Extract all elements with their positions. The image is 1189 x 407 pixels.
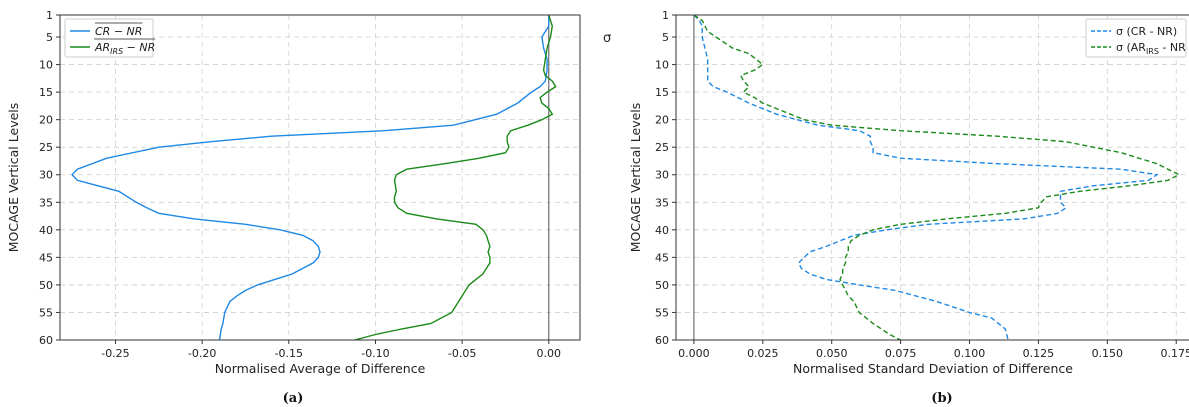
- y-axis-label: MOCAGE Vertical Levels: [628, 103, 643, 253]
- y-tick-label: 35: [655, 196, 669, 209]
- y-tick-label: 5: [46, 31, 53, 44]
- x-tick-label: 0.075: [885, 347, 917, 360]
- y-tick-label: 10: [39, 59, 53, 72]
- y-tick-label: 40: [39, 224, 53, 237]
- plot-frame: [59, 14, 581, 341]
- y-tick-label: 45: [655, 251, 669, 264]
- x-tick-label: 0.00: [537, 347, 562, 360]
- plot-frame: [675, 14, 1189, 341]
- legend: σ (CR - NR) σ (ARIRS - NR: [1085, 18, 1187, 58]
- series-line-1: [354, 14, 557, 341]
- y-axis-label: MOCAGE Vertical Levels: [6, 103, 21, 253]
- x-tick-label: -0.25: [101, 347, 129, 360]
- series-line-0: [693, 14, 1159, 341]
- panel-b: 0.000 0.025 0.050 0.075 0.100 0.125 0.150 0.175…: [628, 9, 1189, 406]
- legend-label: CR − NR: [95, 25, 142, 38]
- x-tick-label: -0.15: [275, 347, 303, 360]
- y-tick-label: 25: [39, 141, 53, 154]
- legend-label: σ (ARIRS - NR: [1116, 41, 1186, 56]
- legend-label: ARIRS − NR: [94, 41, 155, 56]
- x-tick-label: 0.000: [678, 347, 710, 360]
- x-tick-label: -0.20: [188, 347, 216, 360]
- x-tick-label: 0.125: [1023, 347, 1055, 360]
- panel-label: (b): [931, 391, 952, 406]
- grid: [60, 14, 580, 341]
- x-tick-label: 0.025: [747, 347, 779, 360]
- x-axis-label: Normalised Average of Difference: [215, 361, 426, 376]
- legend-label: σ (CR - NR): [1116, 25, 1177, 38]
- y-tick-label: 45: [39, 251, 53, 264]
- y-tick-label: 1: [46, 9, 53, 22]
- y-tick-label: 60: [39, 334, 53, 347]
- series-line-1: [693, 14, 1181, 341]
- x-tick-label: 0.100: [954, 347, 986, 360]
- stray-sigma-text: σ: [603, 31, 611, 46]
- y-tick-label: 30: [655, 169, 669, 182]
- y-tick-label: 50: [655, 279, 669, 292]
- panel-label: (a): [283, 391, 304, 406]
- x-tick-label: -0.10: [361, 347, 389, 360]
- y-tick-label: 1: [662, 9, 669, 22]
- series-line-0: [71, 15, 550, 341]
- x-tick-label: 0.050: [816, 347, 848, 360]
- grid: [676, 14, 1189, 341]
- y-tick-label: 60: [655, 334, 669, 347]
- y-tick-label: 30: [39, 169, 53, 182]
- x-tick-label: 0.150: [1092, 347, 1124, 360]
- y-tick-label: 35: [39, 196, 53, 209]
- y-tick-label: 15: [39, 86, 53, 99]
- y-tick-label: 55: [655, 306, 669, 319]
- y-tick-label: 20: [655, 114, 669, 127]
- y-tick-label: 10: [655, 59, 669, 72]
- legend: CR − NR ARIRS − NR: [64, 18, 156, 58]
- panel-a: -0.25 -0.20 -0.15 -0.10 -0.05 0.0015101520253…: [6, 9, 611, 406]
- y-tick-label: 20: [39, 114, 53, 127]
- x-axis-label: Normalised Standard Deviation of Differe…: [793, 361, 1073, 376]
- x-tick-label: 0.175: [1160, 347, 1189, 360]
- y-tick-label: 5: [662, 31, 669, 44]
- x-tick-label: -0.05: [448, 347, 476, 360]
- y-tick-label: 55: [39, 306, 53, 319]
- y-tick-label: 50: [39, 279, 53, 292]
- y-tick-label: 25: [655, 141, 669, 154]
- y-tick-label: 15: [655, 86, 669, 99]
- y-tick-label: 40: [655, 224, 669, 237]
